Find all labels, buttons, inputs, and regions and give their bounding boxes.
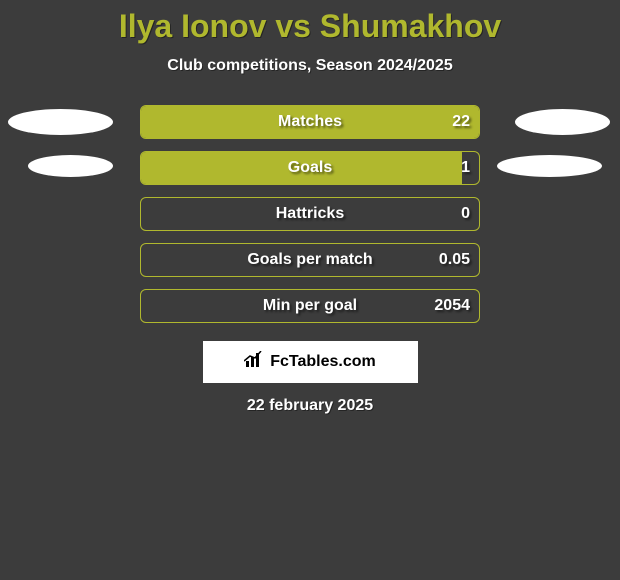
stats-chart: Matches 22 Goals 1 Hattricks 0 Goals per… xyxy=(0,105,620,323)
comparison-card: Ilya Ionov vs Shumakhov Club competition… xyxy=(0,0,620,580)
stat-value: 0 xyxy=(140,197,470,231)
subtitle: Club competitions, Season 2024/2025 xyxy=(0,57,620,75)
stat-row: Min per goal 2054 xyxy=(0,289,620,323)
page-title: Ilya Ionov vs Shumakhov xyxy=(0,0,620,45)
stat-row: Goals 1 xyxy=(0,151,620,185)
footer-date: 22 february 2025 xyxy=(0,397,620,415)
stat-row: Matches 22 xyxy=(0,105,620,139)
stat-row: Goals per match 0.05 xyxy=(0,243,620,277)
stat-value: 1 xyxy=(140,151,470,185)
watermark-text: FcTables.com xyxy=(270,353,376,371)
stat-value: 22 xyxy=(140,105,470,139)
stat-row: Hattricks 0 xyxy=(0,197,620,231)
watermark: FcTables.com xyxy=(203,341,418,383)
stat-value: 0.05 xyxy=(140,243,470,277)
stat-value: 2054 xyxy=(140,289,470,323)
bar-chart-icon xyxy=(244,351,266,374)
